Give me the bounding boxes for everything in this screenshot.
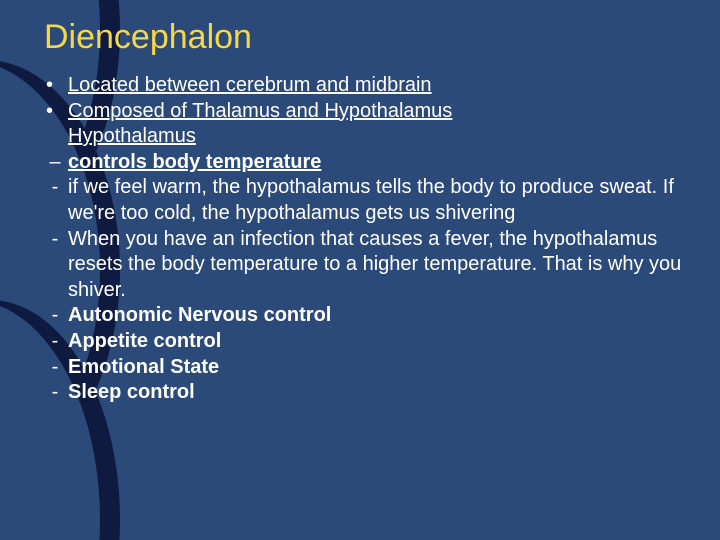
body-line: •Located between cerebrum and midbrain — [42, 73, 690, 99]
line-text-span: When you have an infection that causes a… — [68, 228, 681, 301]
line-marker: • — [42, 73, 68, 99]
body-line: Hypothalamus — [42, 124, 690, 150]
line-text: When you have an infection that causes a… — [68, 227, 690, 304]
slide-content: Diencephalon •Located between cerebrum a… — [0, 0, 720, 540]
line-marker: - — [42, 303, 68, 329]
line-text-span: Appetite control — [68, 330, 221, 352]
line-text-span: Sleep control — [68, 381, 195, 403]
line-marker: - — [42, 329, 68, 355]
line-marker: - — [42, 380, 68, 406]
line-text-span: Autonomic Nervous control — [68, 304, 331, 326]
slide-body: •Located between cerebrum and midbrain•C… — [42, 73, 690, 406]
body-line: -Appetite control — [42, 329, 690, 355]
line-text: Appetite control — [68, 329, 690, 355]
line-text-span: if we feel warm, the hypothalamus tells … — [68, 176, 674, 224]
body-line: -Sleep control — [42, 380, 690, 406]
slide-title: Diencephalon — [42, 18, 690, 57]
line-text: Composed of Thalamus and Hypothalamus — [68, 99, 690, 125]
line-text-span: controls body temperature — [68, 151, 321, 173]
line-text-span: Located between cerebrum and midbrain — [68, 74, 432, 96]
line-text: Hypothalamus — [68, 124, 690, 150]
slide: Diencephalon •Located between cerebrum a… — [0, 0, 720, 540]
body-line: •Composed of Thalamus and Hypothalamus — [42, 99, 690, 125]
line-text: Sleep control — [68, 380, 690, 406]
line-text: controls body temperature — [68, 150, 690, 176]
line-text-span: Emotional State — [68, 356, 219, 378]
line-text: Autonomic Nervous control — [68, 303, 690, 329]
line-text: Located between cerebrum and midbrain — [68, 73, 690, 99]
body-line: –controls body temperature — [42, 150, 690, 176]
body-line: -if we feel warm, the hypothalamus tells… — [42, 175, 690, 226]
line-marker: - — [42, 227, 68, 253]
body-line: -Emotional State — [42, 355, 690, 381]
line-marker: - — [42, 175, 68, 201]
line-text: Emotional State — [68, 355, 690, 381]
body-line: -Autonomic Nervous control — [42, 303, 690, 329]
line-marker: • — [42, 99, 68, 125]
line-text: if we feel warm, the hypothalamus tells … — [68, 175, 690, 226]
line-text-span: Composed of Thalamus and Hypothalamus — [68, 100, 452, 122]
body-line: -When you have an infection that causes … — [42, 227, 690, 304]
line-marker: - — [42, 355, 68, 381]
line-marker: – — [42, 150, 68, 176]
line-text-span: Hypothalamus — [68, 125, 196, 147]
